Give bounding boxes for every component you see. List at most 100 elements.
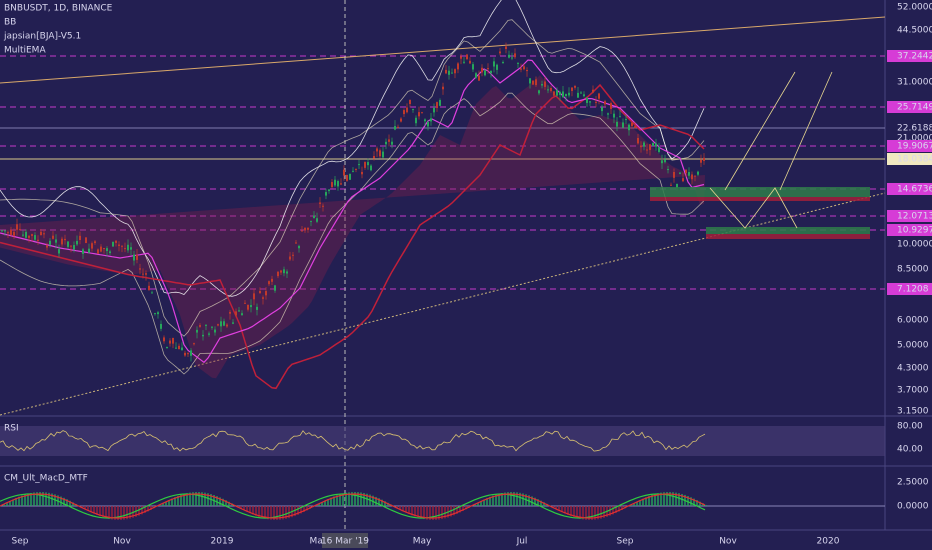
candle-body	[331, 182, 333, 187]
candle-body	[211, 326, 213, 328]
candle-body	[640, 145, 642, 148]
candle-body	[415, 117, 417, 124]
candle-body	[274, 285, 276, 291]
candle-body	[412, 109, 414, 111]
candle-body	[289, 256, 291, 260]
candle-body	[670, 184, 672, 186]
candle-body	[313, 215, 315, 219]
candle-body	[664, 159, 666, 163]
candle-body	[103, 248, 105, 250]
candle-body	[55, 239, 57, 243]
candle-body	[208, 333, 210, 335]
macd-hist	[192, 492, 194, 506]
candle-body	[619, 116, 621, 118]
candle-body	[157, 312, 159, 315]
candle-body	[121, 245, 123, 247]
macd-hist	[417, 506, 419, 518]
candle-body	[622, 122, 624, 128]
macd-hist	[459, 506, 461, 513]
candle-body	[547, 89, 549, 91]
candle-body	[442, 86, 444, 90]
candle-body	[46, 245, 48, 248]
macd-hist	[501, 493, 503, 506]
candle-body	[433, 107, 435, 113]
candle-body	[631, 122, 633, 126]
macd-hist	[669, 492, 671, 506]
candle-body	[106, 248, 108, 252]
macd-hist	[255, 506, 257, 516]
candle-body	[247, 304, 249, 310]
macd-hist	[681, 493, 683, 506]
candle-body	[190, 350, 192, 356]
candle-body	[7, 232, 9, 234]
candle-body	[67, 241, 69, 247]
candle-body	[127, 244, 129, 251]
macd-hist	[48, 492, 50, 506]
macd-hist	[537, 499, 539, 506]
macd-hist	[507, 492, 509, 506]
candle-body	[673, 171, 675, 178]
candle-body	[652, 142, 654, 147]
macd-hist	[306, 506, 308, 511]
candle-body	[154, 313, 156, 315]
candle-body	[214, 329, 216, 333]
panel-title: CM_Ult_MacD_MTF	[4, 474, 88, 484]
macd-hist	[111, 506, 113, 520]
macd-hist	[324, 500, 326, 506]
candle-body	[184, 352, 186, 356]
macd-hist	[303, 506, 305, 513]
macd-hist	[585, 506, 587, 520]
candle-body	[655, 143, 657, 147]
macd-hist	[114, 506, 116, 520]
macd-hist	[144, 506, 146, 513]
candle-body	[163, 337, 165, 342]
candle-body	[10, 229, 12, 235]
macd-hist	[618, 506, 620, 512]
candle-body	[688, 172, 690, 176]
candle-body	[427, 121, 429, 127]
candle-body	[97, 249, 99, 254]
candle-body	[301, 230, 303, 232]
candle-body	[679, 172, 681, 174]
macd-hist	[18, 496, 20, 506]
candle-body	[388, 139, 390, 142]
candle-body	[316, 218, 318, 222]
macd-hist	[639, 500, 641, 506]
candle-body	[13, 231, 15, 236]
candle-body	[694, 175, 696, 177]
candle-body	[100, 246, 102, 252]
time-label: 2019	[211, 537, 234, 547]
macd-hist	[180, 494, 182, 506]
candle-body	[604, 101, 606, 105]
indicator-label: BB	[4, 18, 16, 28]
macd-hist	[423, 506, 425, 520]
macd-hist	[615, 506, 617, 514]
candle-body	[322, 205, 324, 207]
candle-body	[28, 235, 30, 238]
macd-hist	[576, 506, 578, 519]
zone	[706, 227, 870, 234]
macd-hist	[594, 506, 596, 520]
macd-hist	[294, 506, 296, 517]
candle-body	[472, 64, 474, 70]
candle-body	[43, 233, 45, 235]
macd-hist	[228, 501, 230, 506]
candle-body	[196, 329, 198, 333]
candle-body	[298, 245, 300, 249]
macd-hist	[600, 506, 602, 519]
candle-body	[550, 87, 552, 92]
macd-hist	[441, 506, 443, 520]
candle-body	[544, 81, 546, 87]
candle-body	[109, 251, 111, 254]
candle-body	[493, 61, 495, 67]
candle-body	[283, 269, 285, 274]
candle-body	[367, 162, 369, 166]
price-tag	[887, 224, 932, 236]
price-label: 10.0000	[897, 240, 932, 250]
candle-body	[574, 85, 576, 88]
candle-body	[355, 168, 357, 170]
macd-hist	[165, 501, 167, 506]
candle-body	[61, 238, 63, 245]
macd-hist	[531, 496, 533, 506]
macd-hist	[51, 493, 53, 506]
